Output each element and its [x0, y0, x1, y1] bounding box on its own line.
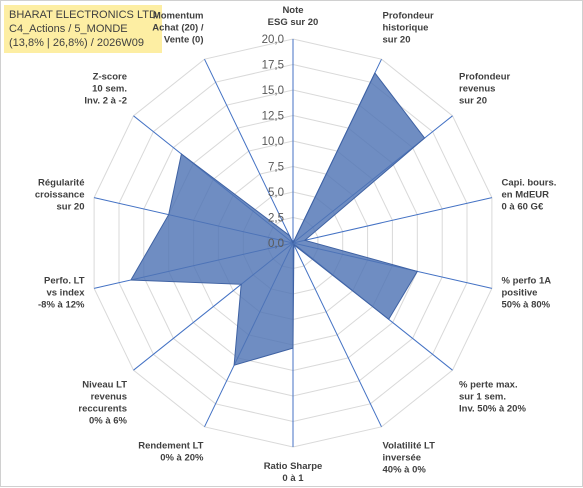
axis-label-line: sur 1 sem. [459, 391, 506, 402]
axis-label-line: vs index [46, 288, 85, 299]
tick-label: 15,0 [262, 85, 284, 97]
axis-label-line: Achat (20) / [152, 22, 204, 33]
axis-label-line: Capi. bours. [502, 178, 557, 189]
axis-label-line: historique [383, 22, 429, 33]
axis-label-line: 40% à 0% [383, 464, 427, 475]
tick-label: 10,0 [262, 136, 284, 148]
axis-label-line: Niveau LT [82, 379, 127, 390]
axis-label-line: Note [282, 5, 303, 16]
axis-label-line: 0% à 6% [89, 415, 128, 426]
axis-label-line: sur 20 [459, 95, 487, 106]
axis-label: % perte max.sur 1 sem.Inv. 50% à 20% [459, 379, 526, 414]
axis-label-line: croissance [35, 190, 85, 201]
axis-label-line: % perte max. [459, 379, 518, 390]
axis-label-line: Momentum [153, 10, 204, 21]
axis-label-line: sur 20 [57, 202, 85, 213]
axis-label-line: Régularité [38, 178, 84, 189]
tick-label: 0,0 [268, 238, 284, 250]
axis-label-line: en MdEUR [502, 190, 550, 201]
axis-label-line: Z-score [93, 71, 127, 82]
axis-label-line: -8% à 12% [38, 300, 85, 311]
axis-label-line: 0 à 60 G€ [502, 202, 544, 213]
axis-label-line: revenus [91, 391, 127, 402]
axis-label-line: ESG sur 20 [268, 17, 319, 28]
axis-label-line: Perfo. LT [44, 276, 85, 287]
axis-label-line: Inv. 50% à 20% [459, 403, 526, 414]
axis-label-line: Rendement LT [138, 440, 203, 451]
axis-label-line: Profondeur [459, 71, 510, 82]
axis-label-line: inversée [383, 452, 422, 463]
axis-label-line: Ratio Sharpe [264, 461, 323, 472]
axis-label-line: Vente (0) [164, 34, 204, 45]
axis-label-line: % perfo 1A [502, 276, 552, 287]
axis-label-line: sur 20 [383, 34, 411, 45]
tick-label: 7,5 [268, 162, 284, 174]
axis-label-line: positive [502, 288, 538, 299]
tick-label: 20,0 [262, 34, 284, 46]
axis-label-line: 10 sem. [92, 83, 127, 94]
tick-label: 17,5 [262, 60, 284, 72]
axis-label-line: 0% à 20% [160, 452, 204, 463]
axis-label-line: 50% à 80% [502, 300, 551, 311]
tick-label: 2,5 [268, 213, 284, 225]
axis-label-line: Volatilité LT [383, 440, 436, 451]
axis-label-line: reccurents [78, 403, 127, 414]
axis-label-line: revenus [459, 83, 495, 94]
tick-label: 12,5 [262, 111, 284, 123]
axis-label-line: 0 à 1 [282, 473, 304, 484]
axis-label-line: Inv. 2 à -2 [84, 95, 127, 106]
tick-label: 5,0 [268, 187, 284, 199]
axis-label-line: Profondeur [383, 10, 434, 21]
